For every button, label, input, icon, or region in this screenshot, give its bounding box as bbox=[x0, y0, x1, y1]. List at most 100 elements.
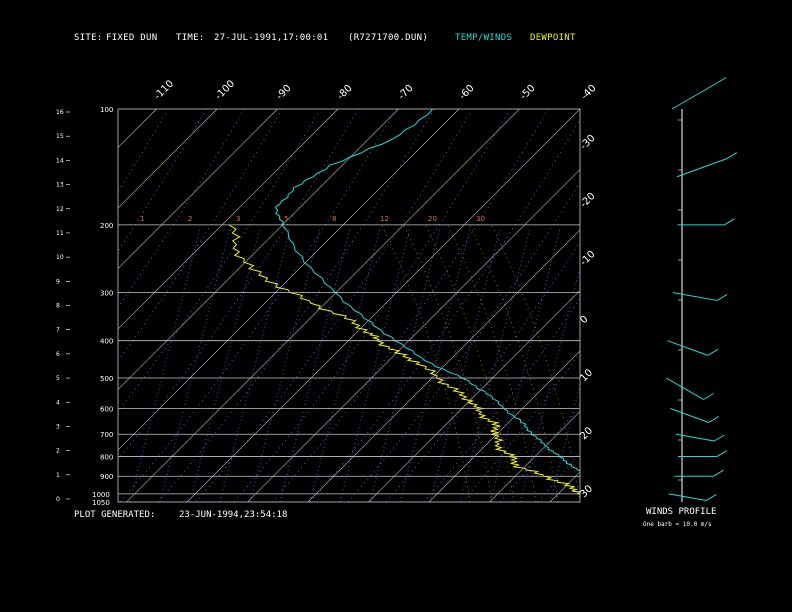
isotherm-line bbox=[549, 471, 580, 502]
height-tick-label: 8 bbox=[56, 303, 60, 310]
mixing-ratio-line bbox=[189, 228, 261, 502]
mixing-ratio-label: 8 bbox=[332, 215, 336, 223]
mixing-ratio-line bbox=[429, 228, 501, 502]
pressure-tick-label: 500 bbox=[100, 375, 113, 383]
dry-adiabat bbox=[537, 451, 580, 502]
top-temp-label: -60 bbox=[457, 83, 476, 102]
dry-adiabat bbox=[614, 109, 792, 502]
mixing-ratio-line bbox=[309, 228, 381, 502]
wind-barb bbox=[667, 340, 709, 356]
height-tick-label: 16 bbox=[56, 109, 64, 116]
height-tick-label: 10 bbox=[56, 254, 64, 261]
isotherm-line bbox=[247, 169, 580, 502]
dry-adiabat bbox=[575, 496, 580, 502]
height-tick-label: 3 bbox=[56, 423, 60, 430]
isotherm-line bbox=[118, 109, 399, 390]
mixing-ratio-line bbox=[399, 228, 471, 502]
mixing-ratio-line bbox=[249, 228, 321, 502]
wind-barb bbox=[713, 469, 724, 477]
wind-barb bbox=[716, 294, 728, 301]
height-tick-label: 14 bbox=[56, 157, 64, 164]
isotherm-line bbox=[0, 109, 96, 502]
top-temp-label: -90 bbox=[274, 83, 293, 102]
pressure-tick-label: 300 bbox=[100, 290, 113, 298]
isotherm-line bbox=[0, 109, 36, 502]
right-temp-label: -10 bbox=[578, 249, 597, 268]
height-tick-label: 1 bbox=[56, 472, 60, 479]
height-tick-label: 12 bbox=[56, 206, 64, 213]
height-tick-label: 7 bbox=[56, 327, 60, 334]
wind-barb bbox=[670, 407, 710, 423]
top-temp-label: -100 bbox=[213, 78, 237, 102]
legend-temp: TEMP/WINDS bbox=[455, 33, 513, 43]
right-temp-label: 10 bbox=[578, 367, 595, 384]
isotherm-line bbox=[671, 109, 792, 502]
mixing-ratio-line bbox=[219, 228, 291, 502]
pressure-tick-label: 800 bbox=[100, 454, 113, 462]
pressure-tick-label: 400 bbox=[100, 338, 113, 346]
dry-adiabat bbox=[271, 109, 549, 502]
mixing-ratio-line bbox=[459, 228, 531, 502]
mixing-ratio-line bbox=[369, 228, 441, 502]
wind-barb bbox=[703, 393, 714, 400]
generated-value: 23-JUN-1994,23:54:18 bbox=[179, 510, 288, 520]
dry-adiabat bbox=[233, 109, 511, 502]
top-temp-label: -80 bbox=[335, 83, 354, 102]
height-tick-label: 5 bbox=[56, 375, 60, 382]
site-value: FIXED DUN bbox=[106, 33, 158, 43]
isotherm-line bbox=[368, 290, 580, 502]
isotherm-line bbox=[118, 109, 339, 330]
dry-adiabat bbox=[309, 118, 580, 502]
mixing-ratio-line bbox=[339, 228, 411, 502]
generated-label: PLOT GENERATED: bbox=[74, 510, 156, 520]
pressure-tick-label: 200 bbox=[100, 222, 113, 230]
dry-adiabat bbox=[195, 109, 473, 502]
isotherm-line bbox=[186, 109, 580, 502]
pressure-tick-label: 700 bbox=[100, 431, 113, 439]
mixing-ratio-line bbox=[129, 228, 201, 502]
saturated-adiabat bbox=[447, 224, 537, 502]
right-temp-label: 30 bbox=[578, 483, 595, 500]
wind-barb bbox=[714, 434, 725, 442]
wind-barb bbox=[726, 152, 738, 160]
top-temp-label: -110 bbox=[152, 78, 176, 102]
isotherm-line bbox=[307, 229, 580, 502]
wind-barb bbox=[724, 218, 735, 226]
dry-adiabat bbox=[118, 109, 169, 193]
dry-adiabat bbox=[461, 351, 580, 502]
pressure-tick-label: 100 bbox=[100, 106, 113, 114]
isotherm-line bbox=[118, 109, 460, 451]
pressure-tick-label: 1050 bbox=[92, 499, 110, 507]
dry-adiabat bbox=[157, 109, 435, 502]
file-name: (R7271700.DUN) bbox=[348, 33, 429, 43]
wind-barb bbox=[675, 433, 715, 442]
mixing-ratio-label: 2 bbox=[188, 215, 192, 223]
winds-profile-title: WINDS PROFILE bbox=[646, 507, 717, 517]
isotherm-line bbox=[428, 350, 580, 502]
height-tick-label: 0 bbox=[56, 496, 60, 503]
wind-barb bbox=[708, 416, 720, 423]
site-label: SITE: bbox=[74, 33, 103, 43]
dry-adiabat bbox=[118, 109, 245, 309]
height-tick-label: 15 bbox=[56, 133, 64, 140]
temperature-line bbox=[274, 109, 580, 472]
isotherm-line bbox=[118, 109, 278, 269]
mixing-ratio-line bbox=[159, 228, 231, 502]
wind-barb bbox=[676, 158, 728, 178]
pressure-tick-label: 600 bbox=[100, 405, 113, 413]
plot-frame bbox=[117, 108, 581, 503]
right-temp-label: 20 bbox=[578, 425, 595, 442]
time-label: TIME: bbox=[176, 33, 205, 43]
height-tick-label: 11 bbox=[56, 230, 64, 237]
legend-dewpoint: DEWPOINT bbox=[530, 33, 576, 43]
pressure-tick-label: 900 bbox=[100, 473, 113, 481]
wind-barb bbox=[672, 292, 718, 301]
dry-adiabat bbox=[347, 181, 580, 502]
mixing-ratio-label: 30 bbox=[476, 215, 485, 223]
mixing-ratio-label: 5 bbox=[284, 215, 288, 223]
right-temp-label: -20 bbox=[578, 191, 597, 210]
wind-barb bbox=[671, 83, 717, 110]
wind-barb bbox=[716, 450, 728, 457]
right-temp-label: -30 bbox=[578, 133, 597, 152]
